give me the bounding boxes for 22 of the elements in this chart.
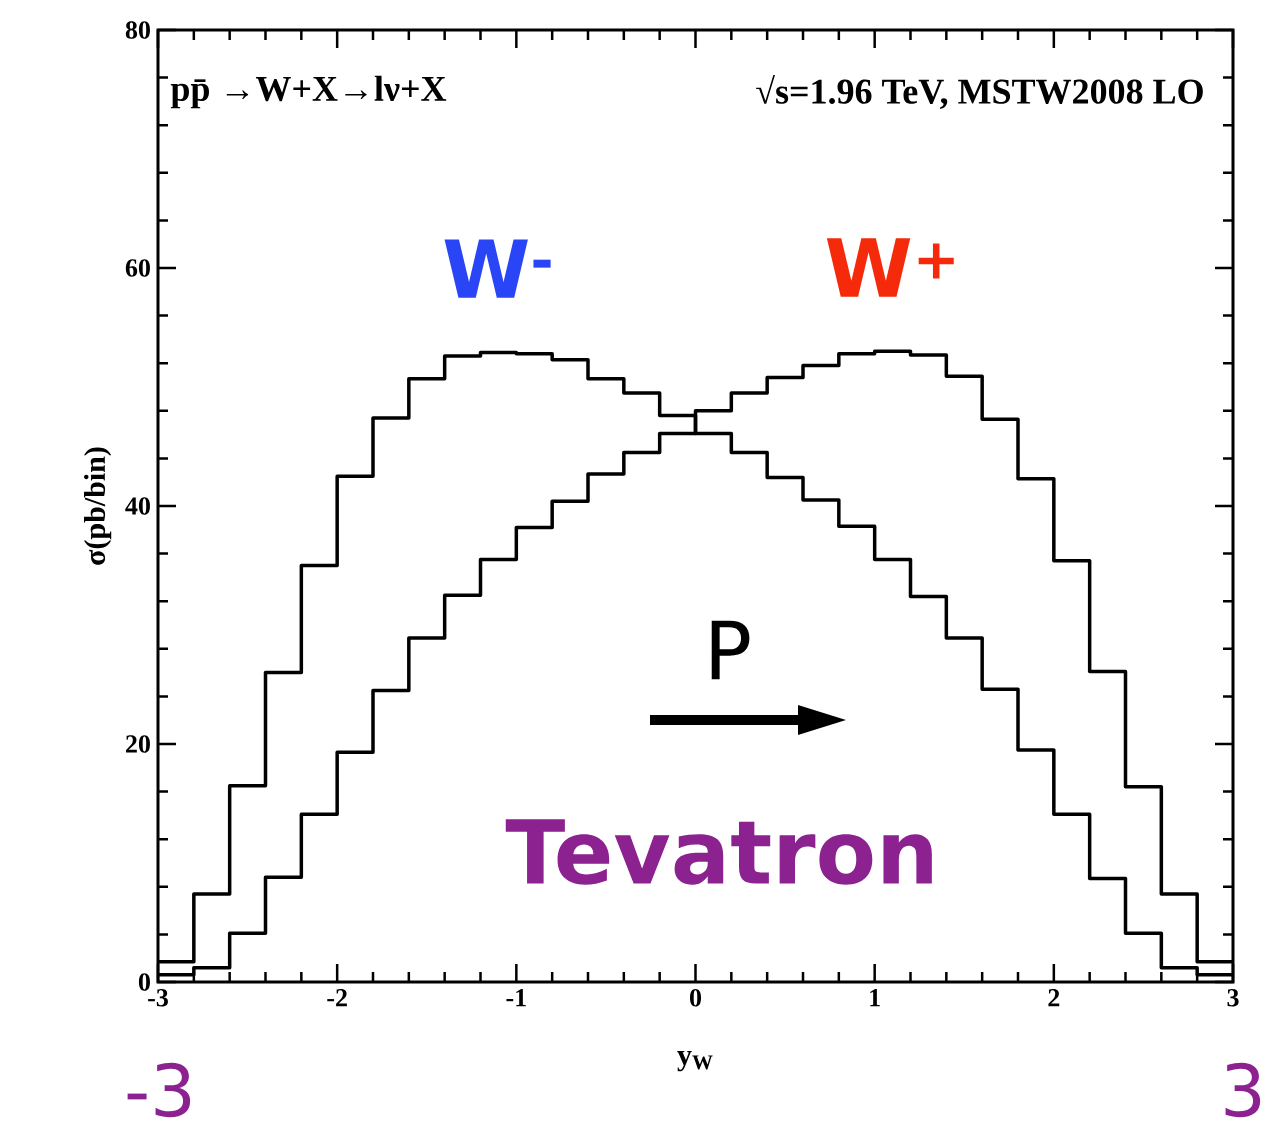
- y-tick-label: 80: [125, 21, 150, 39]
- text: -3: [127, 1062, 191, 1118]
- y-tick-label: 60: [125, 259, 150, 277]
- annotation: pp̄ →W+X→lν+X: [170, 75, 447, 109]
- y-tick-label: 40: [125, 497, 150, 515]
- x-axis-title: y$_{W}$: [677, 1051, 713, 1072]
- y-axis-title: σ(pb/bin): [84, 447, 112, 565]
- annotation: √s=1.96 TeV, MSTW2008 LO: [756, 74, 1203, 110]
- x-tick-label: 2: [1048, 989, 1060, 1007]
- x-tick-label: 1: [870, 989, 880, 1007]
- x-tick-label: -3: [148, 989, 168, 1007]
- y-tick-label: 20: [126, 735, 150, 753]
- annotation: Tevatron: [505, 819, 932, 885]
- text: 3: [1225, 1062, 1261, 1118]
- x-tick-label: 0: [690, 989, 702, 1007]
- series-label: W$^{-}$: [444, 239, 551, 298]
- x-tick-label: 3: [1227, 989, 1239, 1007]
- annotation: P: [711, 620, 750, 680]
- x-tick-label: -2: [327, 989, 347, 1007]
- y-tick-label: 0: [138, 973, 150, 991]
- x-tick-label: -1: [506, 989, 526, 1007]
- series-label: W$^{+}$: [826, 238, 954, 297]
